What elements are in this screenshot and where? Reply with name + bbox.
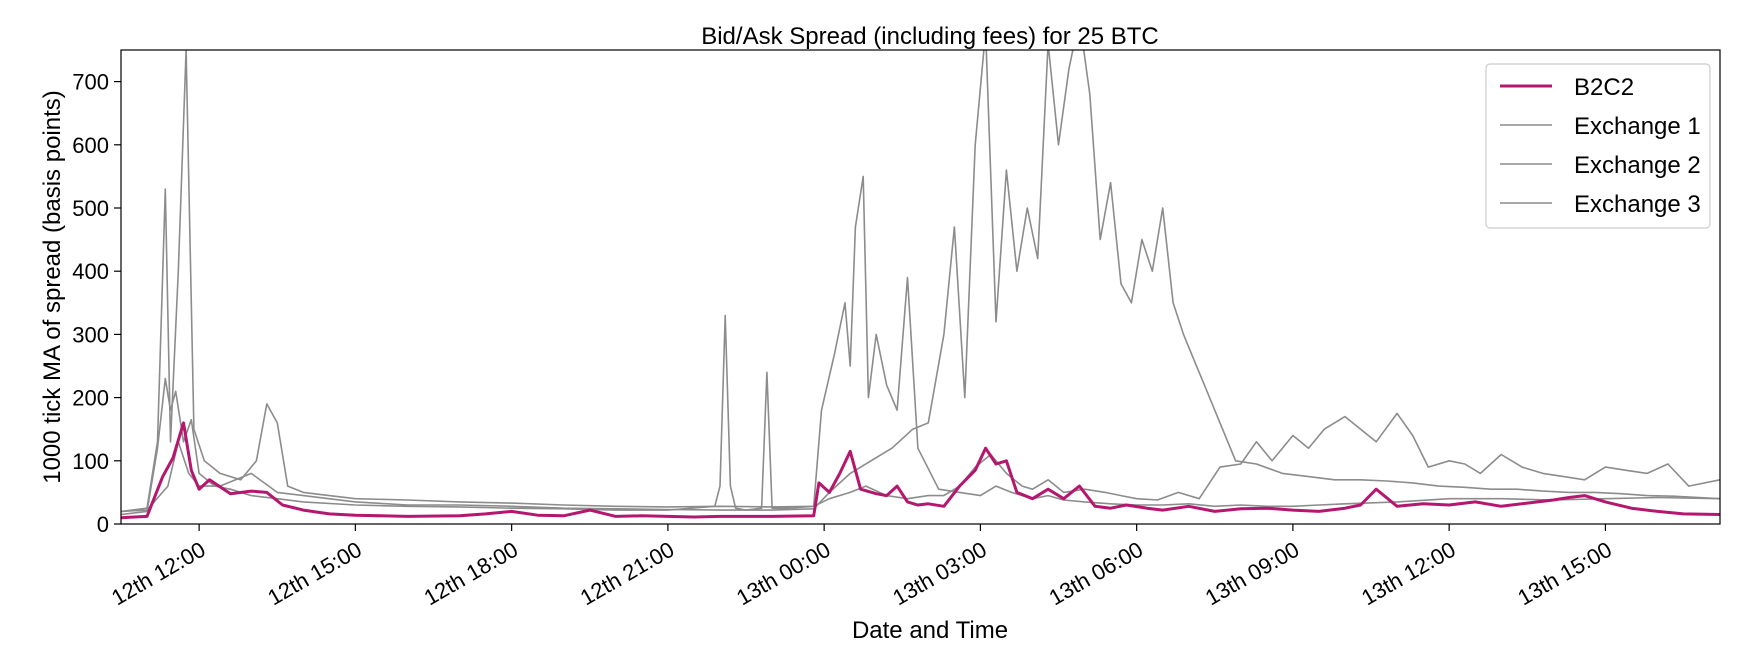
x-tick-label: 13th 06:00 xyxy=(1045,537,1148,611)
legend-label: Exchange 1 xyxy=(1574,113,1701,140)
series-line-exchange-1 xyxy=(121,175,1720,516)
x-tick-label: 12th 18:00 xyxy=(420,537,523,611)
series-line-exchange-2 xyxy=(121,50,1720,513)
series-layer xyxy=(121,50,1720,520)
legend: B2C2 Exchange 1 Exchange 2 Exchange 3 xyxy=(1485,63,1711,229)
x-tick-label: 13th 15:00 xyxy=(1513,537,1616,611)
chart-title: Bid/Ask Spread (including fees) for 25 B… xyxy=(701,23,1159,50)
y-tick-label: 400 xyxy=(72,259,109,284)
legend-label: B2C2 xyxy=(1574,74,1634,101)
x-tick-label: 13th 09:00 xyxy=(1201,537,1304,611)
x-tick-label: 13th 00:00 xyxy=(732,537,835,611)
x-axis-label: Date and Time xyxy=(852,617,1008,644)
y-tick-label: 600 xyxy=(72,133,109,158)
y-tick-label: 700 xyxy=(72,70,109,95)
x-tick-label: 12th 21:00 xyxy=(576,537,679,611)
x-tick-label: 13th 03:00 xyxy=(888,537,991,611)
legend-label: Exchange 2 xyxy=(1574,152,1701,179)
x-tick-label: 12th 15:00 xyxy=(263,537,366,611)
x-axis: 12th 12:00 12th 15:00 12th 18:00 12th 21:00… xyxy=(107,524,1616,610)
y-tick-label: 500 xyxy=(72,196,109,221)
y-tick-label: 100 xyxy=(72,449,109,474)
series-line-exchange-3 xyxy=(121,50,1720,513)
plot-area xyxy=(120,49,1721,525)
y-axis: 0 100 200 300 400 500 600 700 xyxy=(72,70,121,537)
x-tick-label: 12th 12:00 xyxy=(107,537,210,611)
x-tick-label: 13th 12:00 xyxy=(1357,537,1460,611)
y-tick-label: 0 xyxy=(97,512,109,537)
y-tick-label: 300 xyxy=(72,322,109,347)
legend-label: Exchange 3 xyxy=(1574,191,1701,218)
series-line-b2c2 xyxy=(121,421,1720,520)
y-tick-label: 200 xyxy=(72,386,109,411)
legend-box xyxy=(1485,63,1711,229)
y-axis-label: 1000 tick MA of spread (basis points) xyxy=(39,90,66,484)
plot-frame xyxy=(120,49,1721,525)
